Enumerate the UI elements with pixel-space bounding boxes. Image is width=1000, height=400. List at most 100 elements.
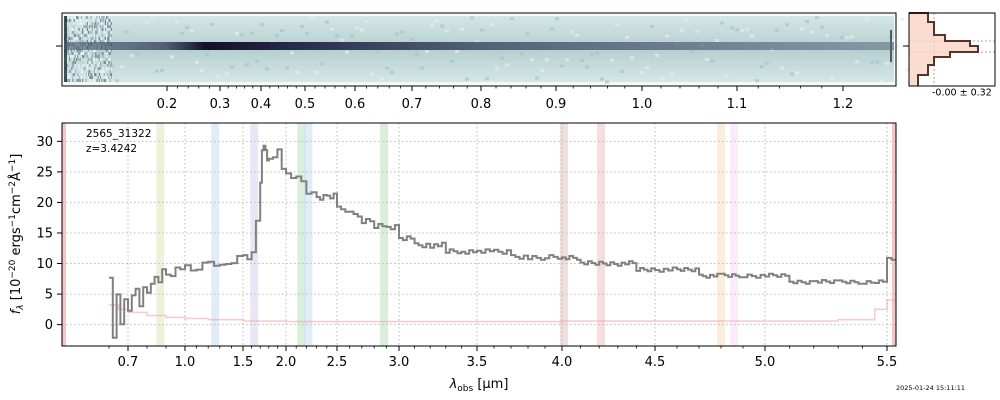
noise-pixel xyxy=(96,67,98,70)
noise-pixel xyxy=(109,79,111,82)
noise-pixel xyxy=(88,70,90,73)
noise-pixel xyxy=(830,77,834,81)
noise-pixel xyxy=(74,49,76,52)
noise-pixel xyxy=(106,40,108,43)
noise-pixel xyxy=(875,60,879,64)
noise-pixel xyxy=(425,49,429,53)
noise-pixel xyxy=(85,16,87,19)
noise-pixel xyxy=(86,25,88,28)
noise-pixel xyxy=(110,28,112,31)
noise-pixel xyxy=(103,79,105,82)
noise-pixel xyxy=(70,40,72,43)
noise-pixel xyxy=(90,76,92,79)
noise-pixel xyxy=(115,79,119,83)
noise-pixel xyxy=(96,25,98,28)
noise-pixel xyxy=(84,25,86,28)
noise-pixel xyxy=(94,19,96,22)
noise-pixel xyxy=(73,76,75,79)
noise-pixel xyxy=(420,66,424,70)
noise-pixel xyxy=(85,19,87,22)
top-x-tick-label: 0.5 xyxy=(295,97,316,112)
noise-pixel xyxy=(900,17,904,21)
noise-pixel xyxy=(67,16,69,19)
emission-line-band xyxy=(156,123,165,346)
noise-pixel xyxy=(90,16,92,19)
noise-pixel xyxy=(235,32,239,36)
x-tick-label: 4.0 xyxy=(552,355,573,370)
noise-pixel xyxy=(71,37,73,40)
noise-pixel xyxy=(82,79,84,82)
noise-pixel xyxy=(250,31,254,35)
noise-pixel xyxy=(72,76,74,79)
noise-pixel xyxy=(68,37,70,40)
noise-pixel xyxy=(103,73,105,76)
noise-pixel xyxy=(73,70,75,73)
noise-pixel xyxy=(86,73,88,76)
noise-pixel xyxy=(645,66,649,70)
noise-pixel xyxy=(89,76,91,79)
noise-pixel xyxy=(88,34,90,37)
noise-pixel xyxy=(760,65,764,69)
y-axis-title: fλ [10−20 ergs−1cm−2Å−1] xyxy=(8,154,26,315)
noise-pixel xyxy=(89,61,91,64)
noise-pixel xyxy=(91,52,93,55)
noise-pixel xyxy=(91,37,93,40)
noise-pixel xyxy=(106,67,108,70)
x-tick-label: 0.7 xyxy=(118,355,139,370)
spectrum-1d-yticks: 0 5 10 15 20 25 30 xyxy=(36,135,62,333)
noise-pixel xyxy=(68,49,70,52)
noise-pixel xyxy=(110,49,112,52)
noise-pixel xyxy=(175,20,179,24)
noise-pixel xyxy=(455,50,459,54)
noise-pixel xyxy=(97,22,99,25)
noise-pixel xyxy=(98,52,100,55)
spectrum-1d-grid xyxy=(62,123,896,346)
noise-pixel xyxy=(72,79,74,82)
x-tick-label: 4.5 xyxy=(645,355,666,370)
noise-pixel xyxy=(565,58,569,62)
x-tick-label: 5.5 xyxy=(877,355,898,370)
y-axis-title-sub: λ xyxy=(16,304,26,310)
noise-pixel xyxy=(94,40,96,43)
noise-pixel xyxy=(460,27,464,31)
noise-pixel xyxy=(100,25,102,28)
noise-pixel xyxy=(96,31,98,34)
noise-pixel xyxy=(73,25,75,28)
noise-pixel xyxy=(320,62,324,66)
noise-pixel xyxy=(100,40,102,43)
y-axis-title-exp3: −2 xyxy=(8,181,18,194)
noise-pixel xyxy=(109,25,111,28)
noise-pixel xyxy=(110,73,112,76)
noise-pixel xyxy=(80,67,82,70)
timestamp: 2025-01-24 15:11:11 xyxy=(896,384,965,392)
noise-pixel xyxy=(800,27,804,31)
noise-pixel xyxy=(73,40,75,43)
noise-pixel xyxy=(84,37,86,40)
noise-pixel xyxy=(71,52,73,55)
noise-pixel xyxy=(70,37,72,40)
noise-pixel xyxy=(74,34,76,37)
noise-pixel xyxy=(84,28,86,31)
noise-pixel xyxy=(315,70,319,74)
noise-pixel xyxy=(89,25,91,28)
noise-pixel xyxy=(73,49,75,52)
noise-pixel xyxy=(109,37,111,40)
noise-pixel xyxy=(104,19,106,22)
noise-pixel xyxy=(135,52,139,56)
noise-pixel xyxy=(102,25,104,28)
noise-pixel xyxy=(109,73,111,76)
noise-pixel xyxy=(107,40,109,43)
noise-pixel xyxy=(845,35,849,39)
noise-pixel xyxy=(95,19,97,22)
noise-pixel xyxy=(92,79,94,82)
emission-line-band xyxy=(717,123,725,346)
noise-pixel xyxy=(560,64,564,68)
spectrum-2d-frame xyxy=(61,12,897,87)
noise-pixel xyxy=(95,22,97,25)
noise-pixel xyxy=(68,55,70,58)
x-tick-label: 1.5 xyxy=(233,355,254,370)
noise-pixel xyxy=(107,73,109,76)
noise-pixel xyxy=(725,74,729,78)
noise-pixel xyxy=(104,76,106,79)
top-x-tick-label: 0.3 xyxy=(210,97,231,112)
